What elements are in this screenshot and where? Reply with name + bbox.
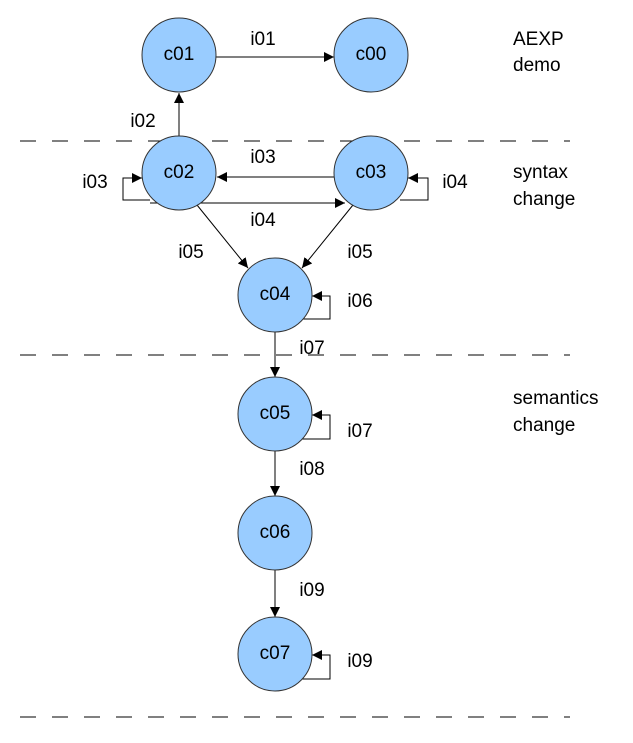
node: c05 [237, 376, 313, 452]
edge [301, 204, 354, 269]
edge [302, 410, 331, 440]
node-label: c01 [164, 44, 195, 65]
edge-label: i05 [347, 242, 372, 263]
section-label: change [513, 415, 575, 436]
node-label: c00 [356, 44, 387, 65]
node-label: c06 [260, 522, 291, 543]
edge-label: i04 [250, 210, 276, 231]
section-label: semantics [513, 388, 599, 409]
node-label: c03 [356, 162, 387, 183]
node: c04 [237, 257, 313, 333]
edge-label: i07 [347, 421, 372, 442]
edge-label: i09 [299, 580, 324, 601]
edge [302, 650, 331, 680]
section-label: AEXP [513, 29, 564, 50]
node: c07 [237, 616, 313, 692]
edge-label: i04 [442, 172, 468, 193]
node: c02 [141, 135, 217, 211]
node: c01 [141, 17, 217, 93]
edge-label: i03 [82, 172, 107, 193]
edge [302, 291, 331, 320]
edge-label: i05 [178, 242, 203, 263]
edge [196, 204, 249, 269]
node-label: c04 [260, 284, 291, 305]
edge [122, 173, 150, 201]
node-label: c02 [164, 162, 195, 183]
section-label: syntax [513, 162, 568, 183]
edge-label: i02 [130, 111, 155, 132]
node: c00 [333, 17, 409, 93]
edge [400, 173, 429, 201]
node-label: c05 [260, 403, 291, 424]
edge-label: i07 [299, 338, 324, 359]
edge-label: i06 [347, 291, 372, 312]
section-label: change [513, 189, 575, 210]
edge-label: i03 [250, 147, 275, 168]
node-label: c07 [260, 643, 291, 664]
node: c06 [237, 495, 313, 571]
node: c03 [333, 135, 409, 211]
edge-label: i08 [299, 459, 324, 480]
section-label: demo [513, 55, 561, 76]
edge-label: i09 [347, 651, 372, 672]
edge-label: i01 [250, 29, 275, 50]
